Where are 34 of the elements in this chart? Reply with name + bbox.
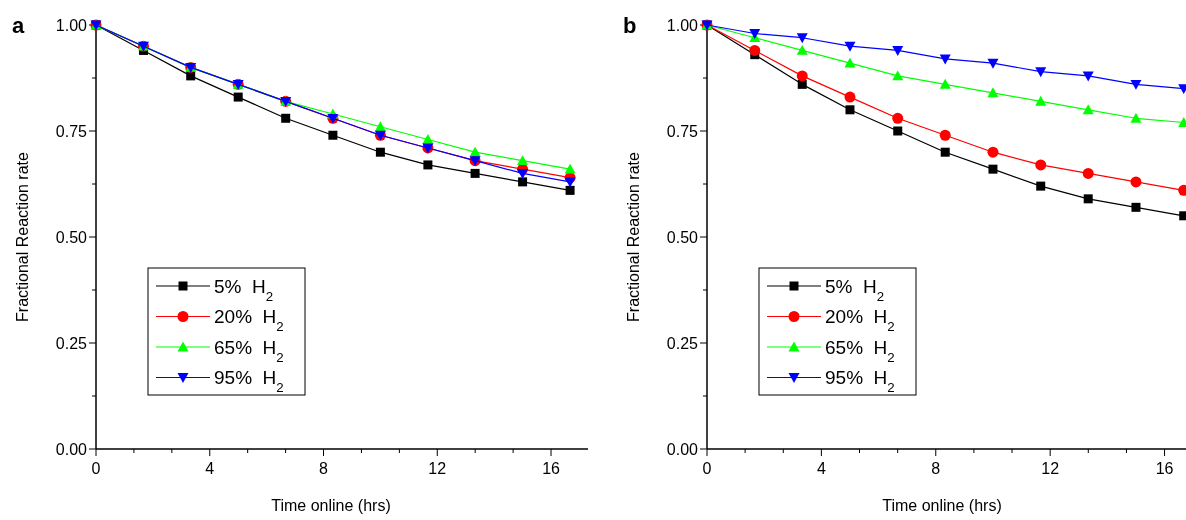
y-tick-label: 1.00 <box>666 16 699 34</box>
x-tick-label: 12 <box>1041 460 1060 477</box>
legend-label: 95% H$_{2}$ <box>825 367 895 395</box>
x-axis-title: Time online (hrs) <box>882 497 1002 514</box>
y-tick-label: 0.00 <box>666 440 699 458</box>
y-axis-title: Fractional Reaction rate <box>625 151 642 322</box>
legend-label: 5% H$_{2}$ <box>825 275 885 304</box>
x-tick-label: 12 <box>428 460 447 477</box>
x-tick-label: 0 <box>702 460 712 477</box>
legend-label: 65% H$_{2}$ <box>825 336 895 365</box>
chart-title: b <box>623 13 637 38</box>
y-tick-label: 0.50 <box>666 228 699 246</box>
legend-label: 20% H$_{2}$ <box>825 306 895 334</box>
x-tick-label: 8 <box>931 460 941 477</box>
x-tick-label: 4 <box>816 460 826 477</box>
y-tick-label: 1.00 <box>55 16 88 34</box>
x-tick-label: 8 <box>319 460 329 477</box>
x-tick-label: 4 <box>205 460 215 477</box>
x-axis-title: Time online (hrs) <box>271 497 391 514</box>
legend-label: 5% H$_{2}$ <box>214 275 274 304</box>
y-tick-label: 0.50 <box>55 228 88 246</box>
y-tick-label: 0.25 <box>666 334 699 352</box>
y-axis-title: Fractional Reaction rate <box>14 151 31 322</box>
x-tick-label: 16 <box>1155 460 1174 477</box>
y-tick-label: 0.25 <box>55 334 88 352</box>
y-tick-label: 0.00 <box>55 440 88 458</box>
chart-title: a <box>12 13 25 38</box>
x-tick-label: 0 <box>91 460 101 477</box>
legend-label: 95% H$_{2}$ <box>214 367 284 395</box>
y-tick-label: 0.75 <box>55 122 88 140</box>
x-tick-label: 16 <box>542 460 561 477</box>
y-tick-label: 0.75 <box>666 122 699 140</box>
legend-label: 65% H$_{2}$ <box>214 336 284 365</box>
legend-label: 20% H$_{2}$ <box>214 306 284 334</box>
